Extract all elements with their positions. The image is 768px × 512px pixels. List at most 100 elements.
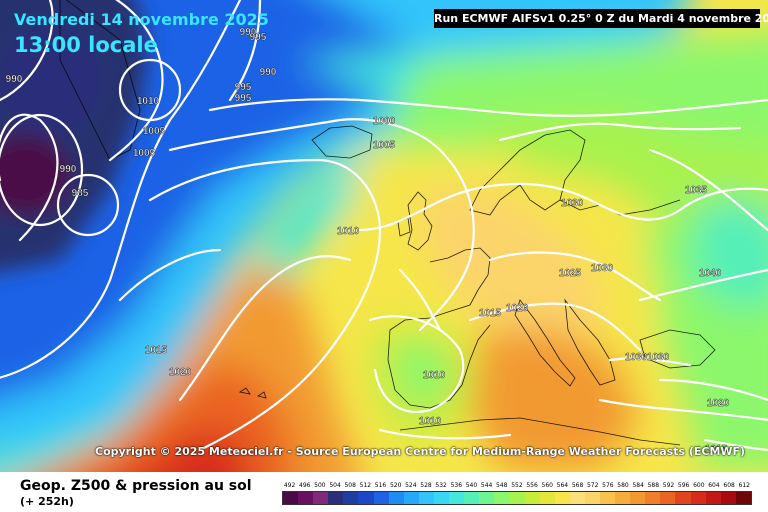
- legend-swatch: [569, 492, 585, 504]
- isobar-value-label: 1020: [707, 398, 730, 409]
- parameter-title: Geop. Z500 & pression au sol: [20, 478, 252, 494]
- legend-level-label: 612: [738, 482, 750, 489]
- legend-level-label: 552: [511, 482, 523, 489]
- legend-swatch: [403, 492, 419, 504]
- legend-level-label: 504: [329, 482, 341, 489]
- copyright-notice: Copyright © 2025 Meteociel.fr - Source E…: [95, 445, 746, 458]
- legend-level-label: 540: [465, 482, 478, 489]
- legend-level-label: 500: [314, 482, 326, 489]
- legend-swatch: [720, 492, 736, 504]
- legend-swatch: [539, 492, 555, 504]
- legend-level-label: 532: [435, 482, 447, 489]
- model-run-info: Run ECMWF AIFSv1 0.25° 0 Z du Mardi 4 no…: [434, 9, 768, 28]
- legend-level-label: 548: [496, 482, 508, 489]
- isobar-value-label: 1025: [559, 268, 582, 279]
- legend-level-label: 544: [480, 482, 493, 489]
- legend-level-label: 564: [556, 482, 569, 489]
- isobar-value-label: 985: [72, 188, 89, 199]
- forecast-date-title: Vendredi 14 novembre 2025: [14, 10, 269, 29]
- legend-level-label: 580: [617, 482, 629, 489]
- legend-level-labels: 492 496 500 504 508 512 516 520 524 528 532 536 540 5…: [282, 481, 752, 490]
- isobar-value-label: 1015: [145, 345, 168, 356]
- legend-swatch: [298, 492, 314, 504]
- isobar-value-label: 995: [250, 32, 267, 43]
- legend-swatch: [599, 492, 616, 504]
- legend-swatch: [388, 492, 404, 504]
- legend-level-label: 516: [374, 482, 387, 489]
- legend-level-label: 588: [647, 482, 660, 489]
- legend-swatch: [479, 492, 495, 504]
- legend-level-label: 492: [283, 482, 296, 489]
- legend-swatch: [433, 492, 450, 504]
- legend-swatch: [328, 492, 344, 504]
- isobar-value-label: 1030: [647, 352, 670, 363]
- legend-level-label: 508: [344, 482, 356, 489]
- legend-swatch: [690, 492, 706, 504]
- legend-swatch: [509, 492, 525, 504]
- pressure-geopotential-map: 9909959909901010995995100510059909851000…: [0, 0, 768, 472]
- forecast-local-time: 13:00 locale: [14, 33, 158, 57]
- isobar-value-label: 1005: [373, 140, 396, 151]
- isobar-value-label: 1020: [506, 303, 529, 314]
- legend-level-label: 528: [420, 482, 432, 489]
- legend-level-label: 560: [541, 482, 553, 489]
- legend-swatch: [313, 492, 329, 504]
- lead-time-label: (+ 252h): [20, 495, 74, 508]
- legend-bar: Geop. Z500 & pression au sol (+ 252h) 49…: [0, 472, 768, 512]
- legend-level-label: 604: [708, 482, 720, 489]
- isobar-value-label: 1010: [137, 96, 160, 107]
- isobars: [0, 0, 768, 452]
- legend-level-label: 592: [662, 482, 675, 489]
- legend-swatch: [675, 492, 691, 504]
- legend-swatch: [630, 492, 646, 504]
- legend-level-label: 584: [632, 482, 644, 489]
- legend-swatch: [373, 492, 389, 504]
- legend-level-label: 520: [389, 482, 402, 489]
- legend-swatch: [554, 492, 570, 504]
- isobar-value-label: 1010: [419, 416, 442, 427]
- isobar-value-label: 1010: [337, 226, 360, 237]
- isobar-value-label: 1010: [423, 370, 446, 381]
- isobar-value-label: 1005: [143, 126, 166, 137]
- isobar-value-label: 1015: [705, 444, 728, 455]
- isobar-value-label: 995: [235, 93, 252, 104]
- legend-swatch: [283, 492, 299, 504]
- isobar-value-label: 990: [6, 74, 23, 85]
- legend-swatch: [735, 492, 751, 504]
- isobar-value-label: 1000: [373, 116, 396, 127]
- isobar-value-label: 990: [240, 27, 257, 38]
- isobar-value-label: 990: [60, 164, 77, 175]
- legend-swatch: [660, 492, 676, 504]
- isobar-value-label: 1030: [591, 263, 614, 274]
- legend-level-label: 572: [586, 482, 599, 489]
- isobar-value-label: 1005: [133, 148, 156, 159]
- isobar-value-label: 1015: [479, 308, 502, 319]
- legend-swatch: [494, 492, 510, 504]
- legend-level-label: 496: [299, 482, 311, 489]
- isobar-value-label: 1040: [699, 268, 722, 279]
- legend-level-label: 512: [359, 482, 372, 489]
- legend-swatch: [449, 492, 465, 504]
- isobar-value-label: 1030: [625, 352, 648, 363]
- isobar-value-label: 1035: [685, 185, 708, 196]
- legend-swatch: [645, 492, 661, 504]
- legend-level-label: 568: [571, 482, 584, 489]
- legend-swatch: [584, 492, 600, 504]
- legend-swatch: [464, 492, 480, 504]
- legend-level-label: 600: [693, 482, 705, 489]
- isobar-value-label: 995: [235, 82, 252, 93]
- legend-level-label: 556: [526, 482, 538, 489]
- coastlines: [59, 0, 716, 446]
- isobar-value-label: 990: [260, 67, 277, 78]
- geopotential-field: [0, 0, 768, 472]
- isobar-value-label: 1030: [561, 198, 584, 209]
- legend-swatch: [418, 492, 434, 504]
- isobar-value-label: 1020: [169, 367, 192, 378]
- legend-color-swatches: [282, 491, 752, 505]
- legend-swatch: [615, 492, 631, 504]
- legend-swatch: [524, 492, 540, 504]
- isobar-labels: 9909959909901010995995100510059909851000…: [5, 27, 730, 455]
- legend-level-label: 596: [677, 482, 690, 489]
- legend-swatch: [705, 492, 721, 504]
- legend-swatch: [358, 492, 374, 504]
